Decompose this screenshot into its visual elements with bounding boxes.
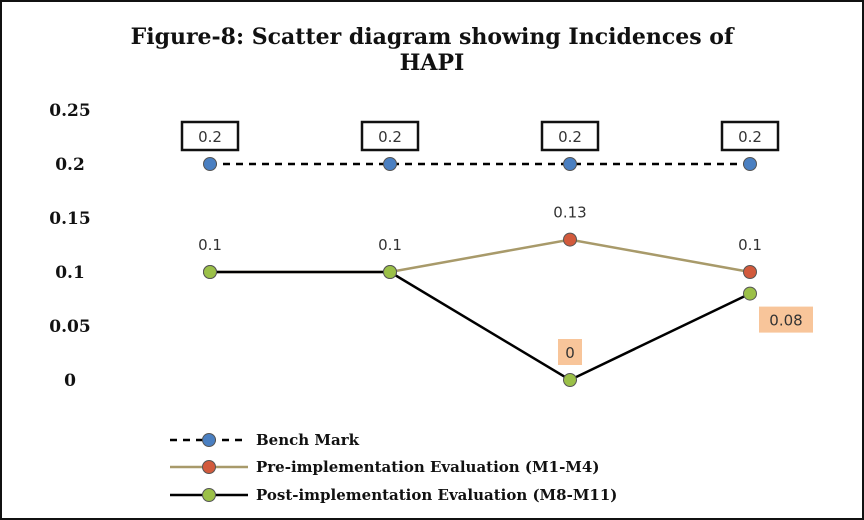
chart-title-line-2: HAPI	[400, 50, 465, 76]
post-label-box	[558, 339, 582, 365]
y-tick-label: 0.15	[49, 209, 90, 229]
post-data-label: 0.08	[769, 312, 802, 330]
legend-marker	[202, 433, 216, 447]
series-points	[203, 157, 757, 387]
series-lines	[210, 162, 751, 382]
data-point	[203, 265, 217, 279]
bench-data-label: 0.2	[198, 128, 222, 146]
legend-marker	[202, 488, 216, 502]
legend: Bench Mark Pre-implementation Evaluation …	[170, 431, 617, 504]
y-tick-label: 0.1	[55, 263, 85, 283]
data-point	[383, 265, 397, 279]
data-point	[563, 232, 577, 247]
data-labels: 0.2 0.2 0.2 0.2 0.1 0.1 0.13 0.1 0 0.08	[180, 120, 813, 365]
pre-data-label: 0.1	[378, 236, 402, 254]
bench-label-box	[540, 120, 600, 152]
legend-label: Bench Mark	[256, 431, 360, 449]
data-point	[563, 157, 577, 171]
data-point	[743, 286, 757, 301]
post-label-box	[759, 306, 813, 333]
data-point	[563, 373, 577, 387]
legend-marker	[202, 460, 216, 474]
chart-title-line-1: Figure-8: Scatter diagram showing Incide…	[131, 24, 735, 50]
bench-data-label: 0.2	[558, 128, 582, 146]
pre-data-label: 0.1	[198, 236, 222, 254]
data-point	[203, 157, 217, 171]
y-axis-ticks: 0 0.05 0.1 0.15 0.2 0.25	[49, 101, 90, 391]
y-tick-label: 0	[64, 371, 76, 391]
y-tick-label: 0.2	[55, 155, 85, 175]
bench-label-box	[720, 120, 780, 152]
pre-data-label: 0.13	[553, 204, 586, 222]
bench-data-label: 0.2	[378, 128, 402, 146]
data-point	[743, 265, 757, 279]
series-line-2	[210, 270, 751, 382]
bench-label-box	[360, 120, 420, 152]
legend-label: Post-implementation Evaluation (M8-M11)	[256, 486, 617, 504]
data-point	[743, 157, 757, 171]
post-data-label: 0	[565, 344, 575, 362]
data-point	[383, 157, 397, 171]
pre-data-label: 0.1	[738, 236, 762, 254]
bench-label-box	[180, 120, 240, 152]
legend-label: Pre-implementation Evaluation (M1-M4)	[256, 458, 599, 476]
bench-data-label: 0.2	[738, 128, 762, 146]
y-tick-label: 0.25	[49, 101, 90, 121]
y-tick-label: 0.05	[49, 317, 90, 337]
